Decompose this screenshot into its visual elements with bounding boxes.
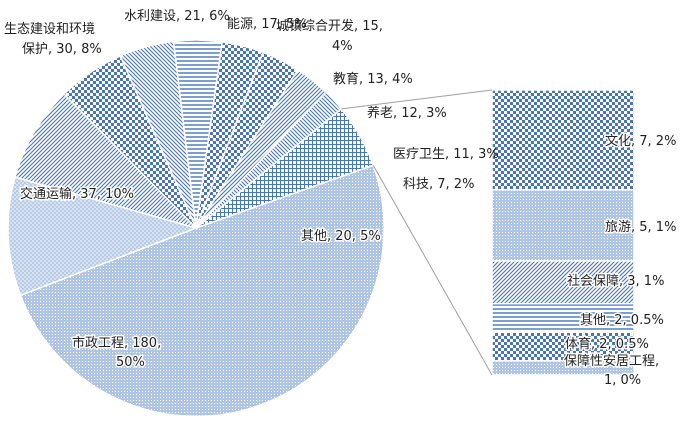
label-shizheng-1: 市政工程, 180, (72, 335, 161, 351)
breakdown-bar (491, 89, 635, 376)
label-chengzhen-2: 4% (332, 39, 353, 54)
pie-slices (7, 39, 385, 418)
label-anju-1: 保障性安居工程, (564, 354, 659, 369)
pie-slice-1 (7, 176, 199, 297)
label-shizheng-2: 50% (116, 355, 145, 370)
label-shengtai-1: 生态建设和环境 (4, 22, 95, 37)
bar-segment-3 (491, 303, 635, 333)
bar-segment-2 (491, 260, 635, 305)
label-qita-2: 其他, 2, 0.5% (580, 313, 664, 328)
label-qita: 其他, 20, 5% (301, 229, 381, 244)
label-nengyuan: 能源, 17, 5% (227, 17, 307, 32)
label-yanglao: 养老, 12, 3% (367, 105, 447, 121)
bar-segment-0 (491, 89, 635, 191)
connector-line-0 (341, 89, 493, 110)
label-chengzhen-1: 城镇综合开发, 15, (276, 18, 383, 34)
connector-line-1 (372, 164, 493, 376)
label-keji: 科技, 7, 2% (403, 177, 474, 192)
label-anju-2: 1, 0% (604, 373, 641, 388)
label-yiliao: 医疗卫生, 11, 3% (393, 147, 499, 162)
label-shehui: 社会保障, 3, 1% (567, 273, 664, 289)
label-lvyou: 旅游, 5, 1% (605, 220, 676, 235)
pie-slice-0 (19, 164, 385, 418)
label-jiaotong: 交通运输, 37, 10% (20, 186, 134, 202)
label-wenhua: 文化, 7, 2% (605, 134, 676, 149)
label-shengtai-2: 保护, 30, 8% (22, 42, 102, 57)
data-labels: 市政工程, 180, 50% 交通运输, 37, 10% 生态建设和环境 保护,… (4, 9, 678, 390)
label-jiaoyu: 教育, 13, 4% (333, 71, 413, 87)
bar-segment-4 (491, 331, 635, 362)
pie-slice-2 (14, 92, 199, 230)
label-tiyu: 体育, 2, 0.5% (565, 336, 649, 352)
label-shuili: 水利建设, 21, 6% (124, 9, 230, 24)
connector-lines (341, 89, 493, 376)
bar-segment-1 (491, 189, 635, 262)
bar-segment-5 (491, 360, 635, 376)
